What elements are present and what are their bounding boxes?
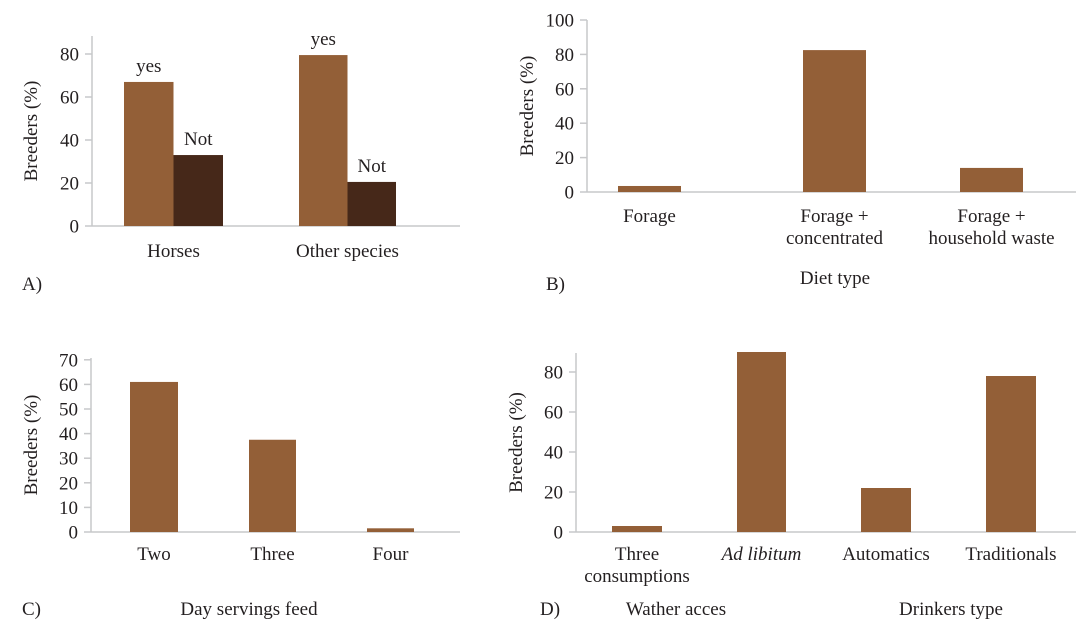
bar bbox=[130, 381, 178, 532]
x-tick-label: Three bbox=[250, 544, 294, 565]
y-tick-label: 60 bbox=[544, 403, 563, 424]
y-tick-label: 50 bbox=[59, 400, 78, 421]
bar-series-label: yes bbox=[136, 56, 161, 77]
y-tick-label: 60 bbox=[60, 88, 79, 109]
y-tick-label: 0 bbox=[69, 523, 79, 544]
y-tick-label: 10 bbox=[59, 498, 78, 519]
bar bbox=[803, 50, 866, 192]
x-axis-title: Diet type bbox=[800, 268, 870, 289]
x-tick-label: consumptions bbox=[584, 566, 690, 587]
bar bbox=[347, 181, 396, 226]
x-tick-label: Automatics bbox=[842, 544, 930, 565]
chart-panel-3: 0 10 20 30 40 50 60 70 Breeders (%) Two Three Four D… bbox=[21, 350, 460, 620]
x-tick-label: Three bbox=[615, 544, 659, 565]
bar bbox=[299, 55, 348, 227]
y-tick-label: 60 bbox=[555, 79, 574, 100]
y-axis-title: Breeders (%) bbox=[506, 392, 527, 493]
y-tick-label: 100 bbox=[546, 11, 575, 32]
y-tick-label: 40 bbox=[555, 114, 574, 135]
panel-label: C) bbox=[22, 599, 41, 620]
bar bbox=[124, 81, 174, 226]
y-tick-label: 20 bbox=[544, 483, 563, 504]
x-tick-label: concentrated bbox=[786, 228, 884, 249]
bar bbox=[173, 155, 223, 226]
y-tick-label: 30 bbox=[59, 449, 78, 470]
y-axis-title: Breeders (%) bbox=[21, 395, 42, 496]
y-tick-label: 40 bbox=[60, 131, 79, 152]
bar-series-label: yes bbox=[311, 29, 336, 50]
x-tick-label: Forage + bbox=[800, 206, 868, 227]
x-tick-label: Other species bbox=[296, 241, 399, 262]
x-tick-label: Four bbox=[373, 544, 410, 565]
x-tick-label: Forage bbox=[623, 206, 676, 227]
y-axis-title: Breeders (%) bbox=[21, 81, 42, 182]
bar bbox=[960, 167, 1023, 192]
x-group-title: Wather acces bbox=[626, 599, 726, 620]
bar bbox=[737, 352, 786, 532]
y-tick-label: 0 bbox=[554, 523, 564, 544]
y-tick-label: 80 bbox=[555, 45, 574, 66]
x-tick-label: Ad libitum bbox=[720, 544, 802, 565]
x-tick-label: Horses bbox=[147, 241, 200, 262]
bar bbox=[367, 528, 414, 532]
y-tick-label: 0 bbox=[565, 183, 575, 204]
bar bbox=[986, 376, 1036, 532]
x-group-title: Drinkers type bbox=[899, 599, 1003, 620]
y-tick-label: 20 bbox=[555, 148, 574, 169]
panel-label: D) bbox=[540, 599, 560, 620]
x-tick-label: Two bbox=[137, 544, 171, 565]
y-axis-title: Breeders (%) bbox=[517, 56, 538, 157]
panel-label: B) bbox=[546, 274, 565, 295]
y-tick-label: 40 bbox=[544, 443, 563, 464]
x-tick-label: Traditionals bbox=[965, 544, 1056, 565]
y-tick-label: 80 bbox=[60, 45, 79, 66]
bar bbox=[612, 526, 662, 532]
x-tick-label: Forage + bbox=[957, 206, 1025, 227]
bar-series-label: Not bbox=[358, 156, 387, 177]
chart-panel-1: 0 20 40 60 80 Breeders (%) yes Not Horses yes Not O… bbox=[21, 29, 460, 295]
bar bbox=[861, 488, 911, 532]
panel-label: A) bbox=[22, 274, 42, 295]
bar-series-label: Not bbox=[184, 129, 213, 150]
x-tick-label: household waste bbox=[928, 228, 1054, 249]
bar bbox=[249, 439, 296, 532]
y-tick-label: 20 bbox=[60, 174, 79, 195]
y-tick-label: 80 bbox=[544, 363, 563, 384]
y-tick-label: 70 bbox=[59, 350, 78, 371]
y-tick-label: 0 bbox=[70, 217, 80, 238]
y-tick-label: 40 bbox=[59, 424, 78, 445]
bar bbox=[618, 185, 681, 192]
y-tick-label: 20 bbox=[59, 473, 78, 494]
x-axis-title: Day servings feed bbox=[180, 599, 318, 620]
y-tick-label: 60 bbox=[59, 375, 78, 396]
